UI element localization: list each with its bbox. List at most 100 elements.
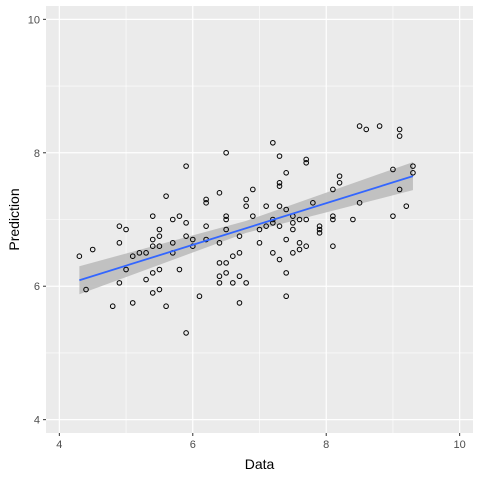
- data-point: [223, 213, 229, 219]
- data-point: [330, 186, 336, 193]
- data-point: [410, 169, 416, 176]
- data-point: [183, 163, 189, 169]
- data-point: [223, 270, 229, 276]
- data-point: [123, 266, 129, 273]
- data-point: [183, 233, 189, 239]
- y-tick-label: 10: [28, 14, 40, 26]
- data-point: [216, 240, 223, 246]
- data-point: [149, 213, 156, 219]
- data-point: [296, 240, 303, 246]
- data-point: [310, 200, 316, 206]
- data-point: [243, 203, 249, 209]
- data-point: [156, 243, 163, 249]
- data-point: [376, 123, 383, 129]
- data-point: [236, 250, 243, 256]
- x-tick-label: 6: [190, 439, 196, 451]
- data-point: [303, 156, 310, 163]
- data-point: [410, 163, 416, 169]
- data-point: [169, 240, 176, 246]
- data-point: [290, 250, 296, 256]
- x-axis-ticks: 4 6 8 10: [56, 433, 466, 451]
- data-point: [176, 213, 183, 219]
- data-point: [223, 216, 229, 223]
- data-point: [129, 300, 136, 306]
- data-point: [336, 180, 343, 186]
- data-point: [330, 216, 336, 223]
- data-point: [316, 226, 323, 233]
- y-axis-title: Prediction: [6, 188, 22, 250]
- data-point: [123, 226, 129, 233]
- data-point: [283, 206, 289, 213]
- data-point: [263, 223, 269, 229]
- data-point: [156, 266, 163, 273]
- data-point: [276, 183, 283, 189]
- data-point: [149, 290, 156, 296]
- data-point: [390, 213, 396, 219]
- data-point: [290, 226, 296, 233]
- data-point: [263, 203, 269, 209]
- data-point: [330, 213, 336, 219]
- data-point: [116, 280, 123, 286]
- data-point: [350, 216, 356, 223]
- data-point: [223, 226, 229, 233]
- data-point: [109, 303, 116, 310]
- data-point: [149, 243, 156, 249]
- data-point: [396, 186, 403, 193]
- data-point: [163, 303, 169, 310]
- y-tick-label: 8: [34, 148, 40, 160]
- x-tick-label: 8: [323, 439, 329, 451]
- data-point: [149, 270, 156, 276]
- y-tick-label: 4: [34, 415, 40, 427]
- data-point: [363, 126, 370, 133]
- data-point: [250, 186, 256, 193]
- data-point: [156, 233, 163, 239]
- data-point: [336, 173, 343, 179]
- y-axis-ticks: 4 6 8 10: [28, 14, 46, 427]
- data-point: [403, 203, 410, 209]
- data-point: [256, 240, 263, 246]
- data-point: [236, 300, 243, 306]
- data-point: [243, 280, 249, 286]
- data-point: [203, 223, 209, 229]
- data-point: [196, 293, 203, 300]
- data-point: [223, 260, 229, 266]
- data-point: [283, 236, 289, 243]
- data-point: [203, 196, 209, 203]
- data-point: [149, 236, 156, 243]
- data-point: [116, 223, 123, 229]
- data-point: [156, 226, 163, 233]
- data-point: [296, 246, 303, 253]
- data-point: [216, 190, 223, 196]
- data-point: [276, 180, 283, 186]
- data-point: [76, 253, 83, 259]
- x-tick-label: 4: [56, 439, 62, 451]
- data-point: [396, 126, 403, 133]
- data-point: [270, 139, 276, 146]
- data-point: [396, 133, 403, 139]
- data-point: [283, 270, 289, 276]
- data-point: [290, 220, 296, 226]
- trend-line-layer: [79, 175, 414, 282]
- y-tick-label: 6: [34, 281, 40, 293]
- data-point: [176, 266, 183, 273]
- data-point: [283, 169, 289, 176]
- data-point: [256, 226, 263, 233]
- data-point: [89, 246, 96, 253]
- data-point: [143, 276, 149, 283]
- data-point: [270, 250, 276, 256]
- data-point: [356, 200, 363, 206]
- data-point: [276, 223, 283, 229]
- x-axis-title: Data: [245, 456, 275, 472]
- data-point: [189, 236, 196, 243]
- data-point: [243, 196, 249, 203]
- data-point: [223, 149, 229, 156]
- data-point: [230, 253, 236, 259]
- x-tick-label: 10: [454, 439, 466, 451]
- data-point: [216, 273, 223, 280]
- data-point: [316, 223, 323, 229]
- data-point: [276, 153, 283, 159]
- data-point: [236, 233, 243, 239]
- trend-line: [79, 175, 414, 282]
- data-point: [216, 280, 223, 286]
- data-point: [236, 273, 243, 280]
